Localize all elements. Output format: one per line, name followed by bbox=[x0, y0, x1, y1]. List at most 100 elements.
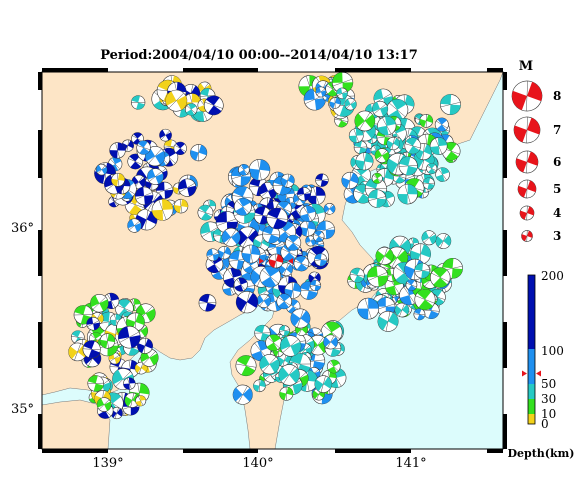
depth-tick-200: 200 bbox=[541, 269, 564, 283]
earthquake-event bbox=[354, 110, 376, 132]
earthquake-event bbox=[305, 235, 317, 247]
earthquake-event bbox=[312, 230, 325, 243]
earthquake-event bbox=[344, 98, 357, 111]
depth-axis-label: Depth(km) bbox=[508, 447, 575, 460]
earthquake-event bbox=[265, 334, 282, 351]
earthquake-event bbox=[165, 89, 188, 112]
depth-band bbox=[528, 275, 535, 349]
frame-tick bbox=[335, 449, 411, 453]
earthquake-event bbox=[397, 183, 418, 205]
earthquake-event bbox=[178, 178, 197, 197]
earthquake-events bbox=[68, 72, 463, 420]
earthquake-event bbox=[422, 177, 435, 190]
depth-band bbox=[528, 414, 535, 424]
earthquake-event bbox=[419, 114, 434, 128]
magnitude-symbol-3 bbox=[521, 230, 533, 242]
earthquake-event bbox=[99, 333, 116, 349]
earthquake-event bbox=[435, 167, 450, 182]
earthquake-event bbox=[285, 234, 302, 251]
lat-tick-36: 36° bbox=[11, 221, 34, 236]
earthquake-event bbox=[173, 141, 187, 156]
earthquake-event bbox=[404, 137, 422, 155]
earthquake-event bbox=[279, 335, 302, 357]
earthquake-event bbox=[221, 227, 241, 247]
earthquake-event bbox=[259, 265, 282, 288]
earthquake-event bbox=[253, 379, 266, 393]
earthquake-event bbox=[262, 225, 281, 244]
frame-tick bbox=[335, 68, 411, 72]
earthquake-event bbox=[279, 262, 293, 277]
earthquake-event bbox=[377, 310, 399, 332]
earthquake-event bbox=[290, 308, 311, 329]
earthquake-event bbox=[315, 86, 327, 98]
earthquake-event bbox=[279, 386, 294, 401]
frame-tick bbox=[38, 414, 42, 449]
earthquake-event bbox=[357, 297, 380, 320]
depth-tick-10: 10 bbox=[541, 407, 556, 421]
earthquake-event bbox=[329, 97, 341, 109]
frame-tick bbox=[503, 230, 507, 276]
earthquake-event bbox=[375, 246, 394, 265]
earthquake-event bbox=[110, 407, 123, 420]
earthquake-event bbox=[326, 359, 341, 374]
magnitude-symbol-8 bbox=[511, 80, 543, 112]
magnitude-label-6: 6 bbox=[553, 155, 561, 169]
earthquake-event bbox=[323, 203, 336, 215]
highlight-marker-arrow bbox=[259, 258, 264, 264]
earthquake-event bbox=[348, 128, 364, 143]
earthquake-event bbox=[111, 172, 125, 187]
earthquake-event bbox=[118, 325, 141, 349]
earthquake-event bbox=[371, 172, 383, 184]
magnitude-label-8: 8 bbox=[553, 89, 561, 103]
frame-tick bbox=[183, 68, 258, 72]
earthquake-event bbox=[256, 293, 271, 308]
earthquake-event bbox=[405, 279, 418, 291]
frame-tick bbox=[503, 414, 507, 449]
frame-tick bbox=[38, 72, 42, 90]
map-area bbox=[38, 68, 507, 453]
earthquake-event bbox=[198, 293, 217, 312]
earthquake-event bbox=[235, 291, 259, 314]
earthquake-event bbox=[414, 288, 436, 311]
earthquake-event bbox=[353, 140, 368, 155]
earthquake-event bbox=[309, 279, 322, 292]
earthquake-event bbox=[336, 87, 348, 100]
earthquake-event bbox=[185, 103, 198, 116]
earthquake-event bbox=[315, 173, 329, 187]
earthquake-event bbox=[136, 140, 151, 155]
highlight-marker-arrow bbox=[288, 258, 293, 264]
magnitude-legend: M 8 7 6 5 4 3 bbox=[511, 59, 561, 243]
earthquake-event bbox=[278, 364, 300, 386]
earthquake-event bbox=[96, 397, 112, 412]
earthquake-event bbox=[151, 199, 174, 221]
earthquake-event bbox=[127, 218, 142, 233]
depth-band bbox=[528, 349, 535, 384]
map-title: Period:2004/04/10 00:00--2014/04/10 13:1… bbox=[100, 48, 418, 63]
earthquake-event bbox=[414, 262, 431, 279]
highlight-event-symbol bbox=[268, 253, 284, 269]
earthquake-event bbox=[426, 162, 438, 175]
earthquake-event bbox=[434, 117, 449, 132]
frame-tick bbox=[503, 130, 507, 178]
earthquake-event bbox=[95, 163, 108, 176]
frame-tick bbox=[42, 449, 108, 453]
frame-tick bbox=[487, 68, 503, 72]
earthquake-event bbox=[173, 198, 189, 214]
earthquake-event bbox=[217, 246, 231, 260]
magnitude-label-7: 7 bbox=[553, 123, 561, 137]
depth-tick-50: 50 bbox=[541, 377, 556, 391]
earthquake-event bbox=[394, 302, 410, 318]
magnitude-legend-title: M bbox=[519, 59, 533, 74]
earthquake-event bbox=[109, 142, 126, 159]
earthquake-event bbox=[341, 171, 359, 190]
earthquake-event bbox=[284, 281, 302, 299]
depth-band bbox=[528, 384, 535, 399]
earthquake-event bbox=[293, 255, 310, 272]
earthquake-event bbox=[374, 148, 390, 163]
frame-tick bbox=[503, 322, 507, 368]
earthquake-event bbox=[367, 265, 389, 288]
magnitude-symbol-7 bbox=[513, 116, 541, 144]
earthquake-event bbox=[238, 164, 250, 176]
earthquake-event bbox=[421, 230, 437, 246]
